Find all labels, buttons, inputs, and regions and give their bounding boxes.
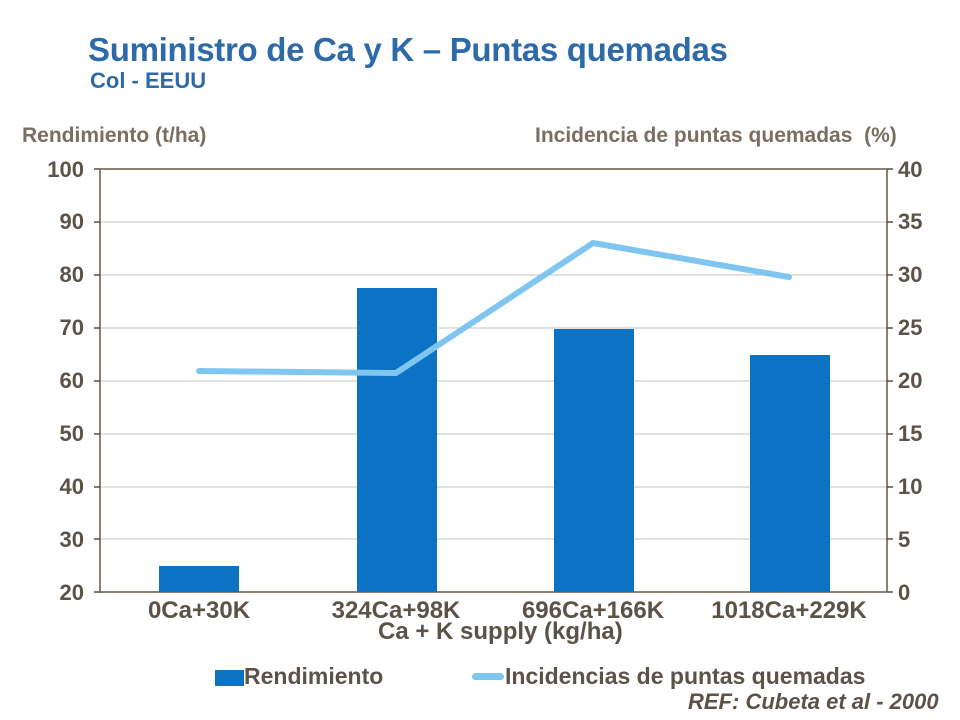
svg-text:40: 40 bbox=[898, 157, 922, 182]
svg-text:25: 25 bbox=[898, 315, 922, 340]
svg-text:40: 40 bbox=[60, 474, 84, 499]
svg-text:15: 15 bbox=[898, 421, 922, 446]
svg-text:60: 60 bbox=[60, 368, 84, 393]
svg-text:1018Ca+229K: 1018Ca+229K bbox=[711, 597, 867, 624]
svg-text:35: 35 bbox=[898, 209, 922, 234]
svg-text:0: 0 bbox=[898, 580, 910, 605]
svg-text:100: 100 bbox=[47, 157, 84, 182]
svg-text:50: 50 bbox=[60, 421, 84, 446]
svg-text:20: 20 bbox=[898, 368, 922, 393]
svg-text:0Ca+30K: 0Ca+30K bbox=[148, 597, 251, 624]
svg-text:80: 80 bbox=[60, 262, 84, 287]
svg-text:5: 5 bbox=[898, 527, 910, 552]
svg-text:10: 10 bbox=[898, 474, 922, 499]
svg-text:70: 70 bbox=[60, 315, 84, 340]
svg-text:20: 20 bbox=[60, 580, 84, 605]
svg-text:30: 30 bbox=[898, 262, 922, 287]
svg-text:30: 30 bbox=[60, 527, 84, 552]
svg-text:90: 90 bbox=[60, 209, 84, 234]
